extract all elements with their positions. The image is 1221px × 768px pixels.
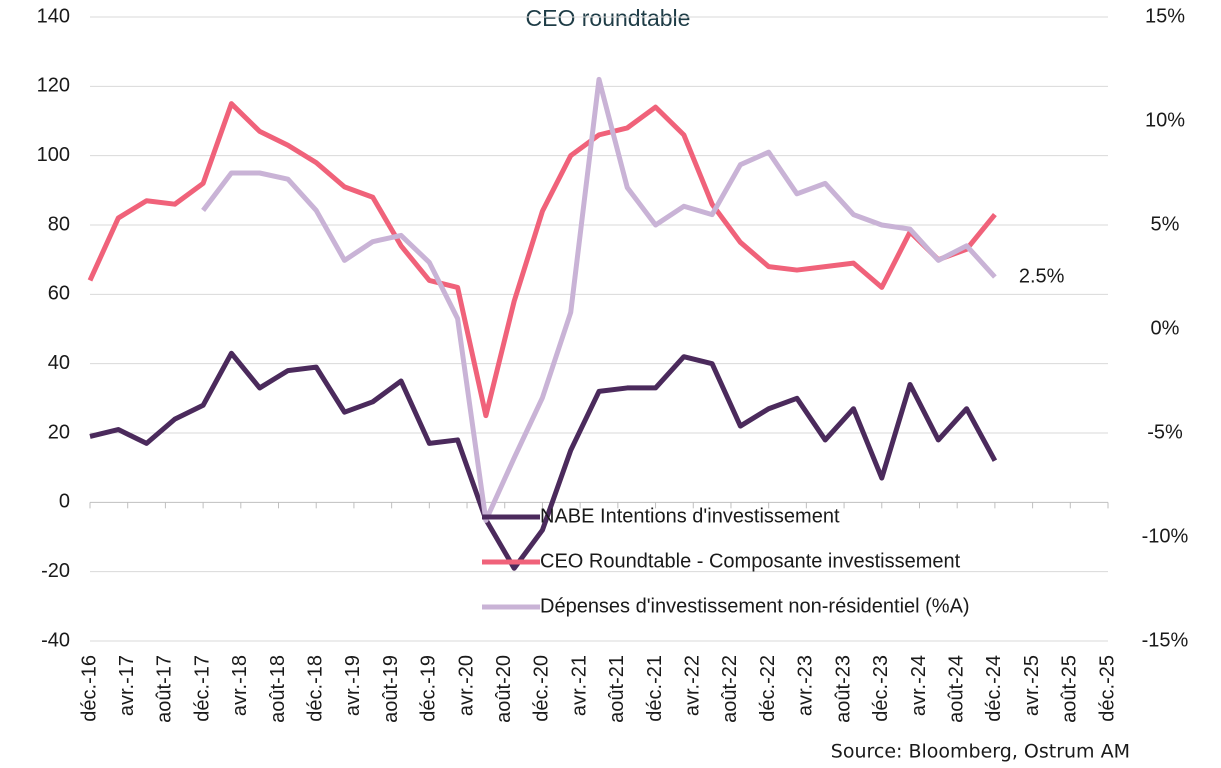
x-tick-label: déc.-16: [78, 655, 100, 722]
x-tick-label: déc.-17: [191, 655, 213, 722]
series-line: [201, 76, 997, 523]
y2-tick-label: -5%: [1147, 421, 1183, 443]
x-tick-label: août-19: [380, 655, 402, 723]
x-tick-label: avr.-21: [568, 655, 590, 716]
data-label: 2.5%: [1019, 265, 1065, 287]
x-tick-label: déc.-25: [1096, 655, 1118, 722]
y-tick-label: 20: [48, 421, 70, 443]
x-tick-label: août-23: [832, 655, 854, 723]
y-tick-label: 80: [48, 213, 70, 235]
source: Source: Bloomberg, Ostrum AM: [831, 741, 1130, 763]
x-tick-label: avr.-18: [229, 655, 251, 716]
x-tick-label: avr.-17: [116, 655, 138, 716]
y-tick-label: 60: [48, 283, 70, 305]
y2-tick-label: 15%: [1145, 5, 1185, 27]
x-tick-label: déc.-19: [418, 655, 440, 722]
x-tick-label: août-20: [493, 655, 515, 723]
x-tick-label: août-21: [606, 655, 628, 723]
x-tick-label: avr.-24: [908, 655, 930, 716]
legend-label: Dépenses d'investissement non-résidentie…: [540, 595, 970, 617]
y2-tick-label: 0%: [1151, 317, 1180, 339]
y-tick-label: 100: [37, 144, 70, 166]
x-tick-label: août-25: [1059, 655, 1081, 723]
x-tick-label: août-24: [945, 655, 967, 723]
x-tick-label: avr.-23: [795, 655, 817, 716]
x-tick-label: avr.-20: [455, 655, 477, 716]
series-line: [89, 350, 998, 571]
y2-tick-label: 5%: [1151, 213, 1180, 235]
x-tick-label: avr.-25: [1021, 655, 1043, 716]
y-tick-label: 40: [48, 352, 70, 374]
x-tick-label: août-18: [267, 655, 289, 723]
x-tick-label: août-22: [719, 655, 741, 723]
x-tick-label: avr.-22: [682, 655, 704, 716]
x-tick-label: avr.-19: [342, 655, 364, 716]
series-line: [87, 101, 997, 419]
y2-tick-label: 10%: [1145, 109, 1185, 131]
legend-label: CEO Roundtable - Composante investisseme…: [540, 550, 961, 572]
y2-tick-label: -15%: [1142, 629, 1189, 651]
x-tick-label: déc.-24: [983, 655, 1005, 722]
y-tick-label: -40: [41, 629, 70, 651]
y-tick-label: 120: [37, 75, 70, 97]
x-tick-label: déc.-18: [305, 655, 327, 722]
x-tick-label: déc.-23: [870, 655, 892, 722]
x-tick-label: déc.-20: [531, 655, 553, 722]
x-tick-label: déc.-21: [644, 655, 666, 722]
chart-title: CEO roundtable: [526, 5, 691, 31]
legend-label: NABE Intentions d'investissement: [540, 505, 840, 527]
y-tick-label: 140: [37, 5, 70, 27]
y2-tick-label: -10%: [1142, 525, 1189, 547]
x-tick-label: déc.-22: [757, 655, 779, 722]
x-tick-label: août-17: [154, 655, 176, 723]
y-tick-label: 0: [59, 491, 70, 513]
y-tick-label: -20: [41, 560, 70, 582]
